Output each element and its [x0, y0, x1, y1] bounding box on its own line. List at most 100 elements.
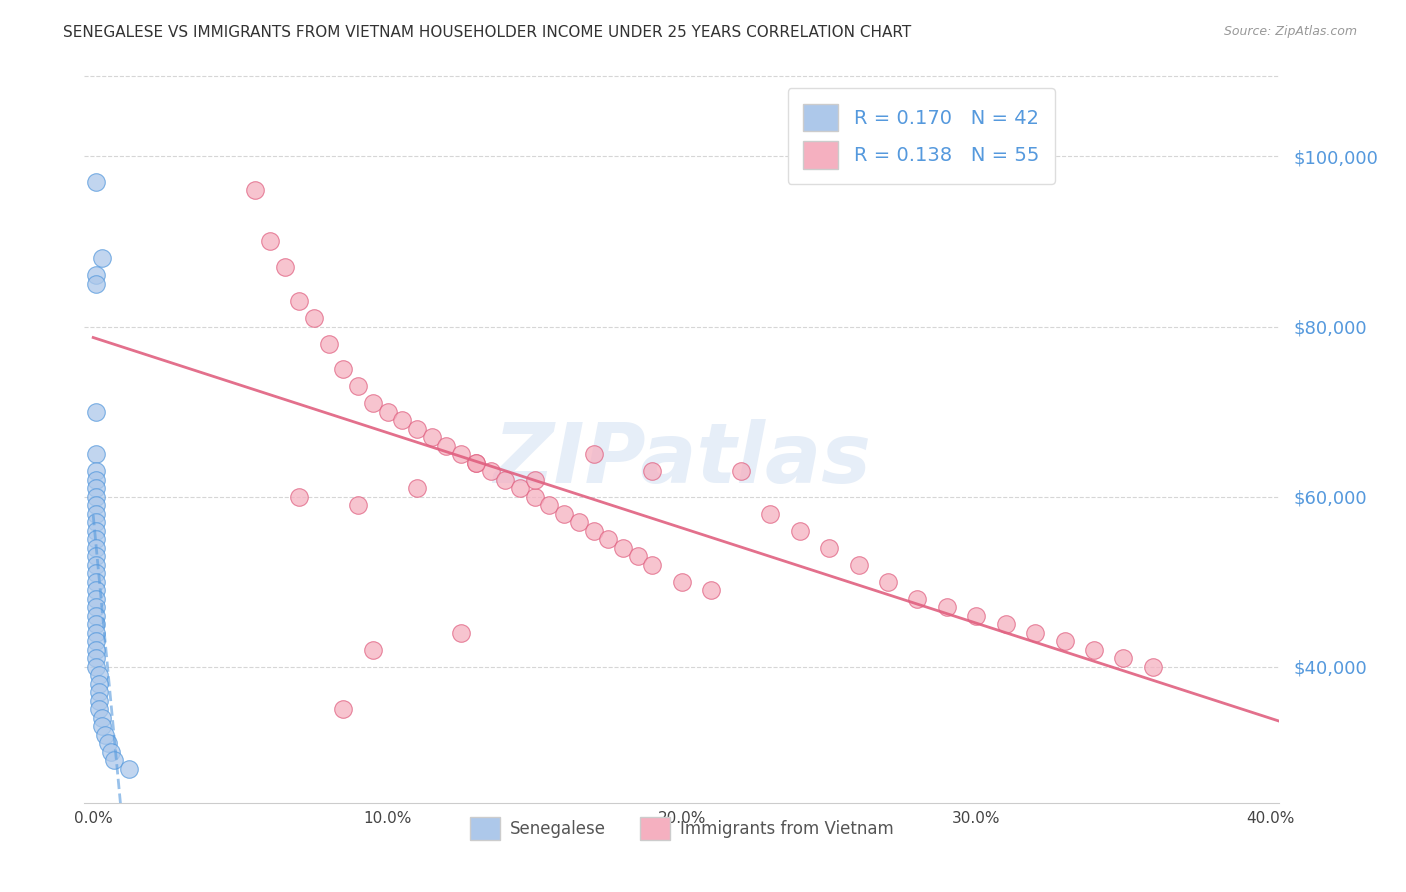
Point — [582, 524, 605, 538]
Point — [84, 473, 107, 487]
Point — [935, 600, 957, 615]
Point — [905, 591, 928, 606]
Point — [84, 515, 107, 529]
Point — [84, 464, 107, 478]
Point — [84, 447, 107, 461]
Point — [420, 430, 443, 444]
Point — [243, 183, 266, 197]
Point — [1024, 625, 1046, 640]
Text: SENEGALESE VS IMMIGRANTS FROM VIETNAM HOUSEHOLDER INCOME UNDER 25 YEARS CORRELAT: SENEGALESE VS IMMIGRANTS FROM VIETNAM HO… — [63, 25, 911, 40]
Point — [671, 574, 693, 589]
Point — [84, 524, 107, 538]
Point — [759, 507, 782, 521]
Text: Source: ZipAtlas.com: Source: ZipAtlas.com — [1223, 25, 1357, 38]
Point — [965, 608, 987, 623]
Point — [391, 413, 413, 427]
Point — [94, 728, 117, 742]
Text: ZIPatlas: ZIPatlas — [494, 418, 870, 500]
Point — [84, 268, 107, 283]
Point — [994, 617, 1017, 632]
Point — [288, 490, 311, 504]
Point — [84, 541, 107, 555]
Legend: Senegalese, Immigrants from Vietnam: Senegalese, Immigrants from Vietnam — [464, 810, 900, 847]
Point — [91, 711, 114, 725]
Point — [641, 464, 664, 478]
Point — [612, 541, 634, 555]
Point — [91, 252, 114, 266]
Point — [117, 762, 139, 776]
Point — [332, 702, 354, 716]
Point — [582, 447, 605, 461]
Point — [97, 736, 120, 750]
Point — [361, 642, 384, 657]
Point — [302, 311, 325, 326]
Point — [84, 481, 107, 495]
Point — [627, 549, 650, 563]
Point — [730, 464, 752, 478]
Point — [1142, 659, 1164, 673]
Point — [84, 642, 107, 657]
Point — [84, 659, 107, 673]
Point — [84, 574, 107, 589]
Point — [84, 507, 107, 521]
Point — [288, 293, 311, 308]
Point — [259, 235, 281, 249]
Point — [1083, 642, 1105, 657]
Point — [700, 583, 723, 598]
Point — [450, 447, 472, 461]
Point — [464, 456, 486, 470]
Point — [598, 532, 620, 546]
Point — [361, 396, 384, 410]
Point — [84, 600, 107, 615]
Point — [87, 685, 110, 699]
Point — [84, 175, 107, 189]
Point — [523, 490, 546, 504]
Point — [406, 481, 429, 495]
Point — [84, 498, 107, 512]
Point — [273, 260, 295, 274]
Point — [84, 404, 107, 418]
Point — [464, 456, 486, 470]
Point — [84, 591, 107, 606]
Point — [1112, 651, 1135, 665]
Point — [84, 532, 107, 546]
Point — [877, 574, 900, 589]
Point — [641, 558, 664, 572]
Point — [553, 507, 575, 521]
Point — [450, 625, 472, 640]
Point — [509, 481, 531, 495]
Point — [84, 549, 107, 563]
Point — [84, 558, 107, 572]
Point — [91, 719, 114, 733]
Point — [84, 625, 107, 640]
Point — [100, 745, 122, 759]
Point — [84, 566, 107, 581]
Point — [479, 464, 502, 478]
Point — [818, 541, 841, 555]
Point — [494, 473, 516, 487]
Point — [377, 404, 399, 418]
Point — [84, 583, 107, 598]
Point — [1053, 634, 1076, 648]
Point — [318, 336, 340, 351]
Point — [87, 702, 110, 716]
Point — [84, 277, 107, 291]
Point — [347, 498, 370, 512]
Point — [84, 617, 107, 632]
Point — [848, 558, 870, 572]
Point — [406, 421, 429, 435]
Point — [84, 608, 107, 623]
Point — [84, 634, 107, 648]
Point — [347, 379, 370, 393]
Point — [538, 498, 561, 512]
Point — [103, 753, 125, 767]
Point — [84, 651, 107, 665]
Point — [87, 668, 110, 682]
Point — [568, 515, 591, 529]
Point — [436, 439, 458, 453]
Point — [789, 524, 811, 538]
Point — [84, 490, 107, 504]
Point — [87, 694, 110, 708]
Point — [332, 362, 354, 376]
Point — [523, 473, 546, 487]
